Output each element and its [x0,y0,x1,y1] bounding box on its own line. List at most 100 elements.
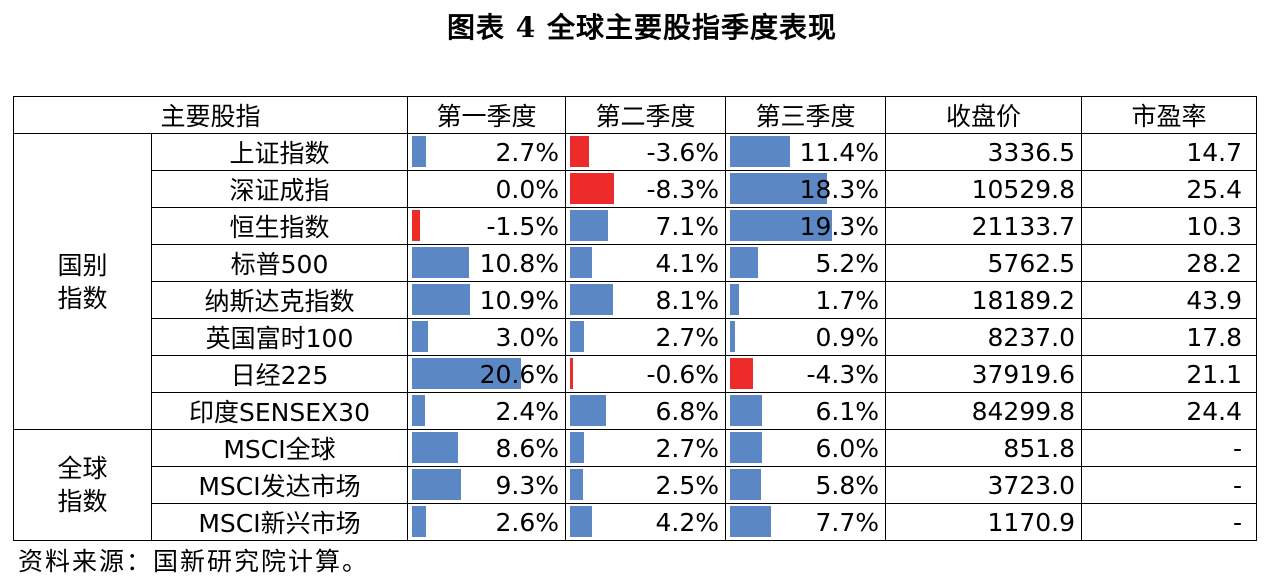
pe-value: 28.2 [1081,244,1257,282]
q1-cell: 8.6% [407,429,566,467]
q2-value: -8.3% [646,174,719,204]
negative-bar [570,136,590,167]
header-q3: 第三季度 [725,96,886,134]
q1-value: 10.8% [479,248,559,278]
close-value: 21133.7 [885,207,1082,245]
q2-cell: 6.8% [565,392,726,430]
close-value: 3336.5 [885,133,1082,171]
index-name: 标普500 [151,244,408,282]
q3-cell: 19.3% [725,207,886,245]
pe-value: - [1081,429,1257,467]
index-name: 英国富时100 [151,318,408,356]
pe-value: 43.9 [1081,281,1257,319]
q2-value: -0.6% [646,359,719,389]
q2-cell: 4.1% [565,244,726,282]
table-row: MSCI新兴市场 2.6% 4.2% 7.7% 1170.9- [14,503,1257,541]
q1-cell: 0.0% [407,170,566,208]
close-value: 84299.8 [885,392,1082,430]
index-name: 恒生指数 [151,207,408,245]
q1-cell: -1.5% [407,207,566,245]
table-row: 深证成指 0.0% -8.3% 18.3% 10529.8 25.4 [14,170,1257,208]
index-name: 日经225 [151,355,408,393]
group-label: 全球 指数 [13,429,152,541]
q3-value: 7.7% [815,507,879,537]
positive-bar [412,432,458,463]
q1-value: 9.3% [495,470,559,500]
table-row: 英国富时100 3.0% 2.7% 0.9% 8237.0 17.8 [14,318,1257,356]
index-name: MSCI全球 [151,429,408,467]
table-row: 标普500 10.8% 4.1% 5.2% 5762.5 28.2 [14,244,1257,282]
q1-cell: 10.8% [407,244,566,282]
q1-value: 20.6% [479,359,559,389]
positive-bar [412,321,428,352]
table-row: 全球 指数 MSCI全球 8.6% 2.7% 6.0% 851.8- [13,429,1257,541]
q2-cell: 8.1% [565,281,726,319]
pe-value: 25.4 [1081,170,1257,208]
close-value: 5762.5 [885,244,1082,282]
close-value: 851.8 [885,429,1082,467]
q3-cell: 11.4% [725,133,886,171]
q2-value: 4.2% [655,507,719,537]
positive-bar [730,247,758,278]
q3-value: 5.2% [815,248,879,278]
q3-value: 11.4% [799,137,879,167]
table-row: 日经225 20.6% -0.6% -4.3% 37919.6 21.1 [14,355,1257,393]
q3-cell: 6.1% [725,392,886,430]
header-row: 主要股指 第一季度 第二季度 第三季度 收盘价 市盈率 [13,96,1257,134]
q1-value: 10.9% [479,285,559,315]
pe-value: 24.4 [1081,392,1257,430]
close-value: 8237.0 [885,318,1082,356]
q2-cell: 4.2% [565,503,726,541]
q2-cell: 7.1% [565,207,726,245]
q1-cell: 10.9% [407,281,566,319]
q2-value: 2.7% [655,322,719,352]
close-value: 18189.2 [885,281,1082,319]
positive-bar [412,469,462,500]
q1-cell: 20.6% [407,355,566,393]
negative-bar [570,173,614,204]
positive-bar [412,395,425,426]
q2-cell: -0.6% [565,355,726,393]
positive-bar [730,210,833,241]
positive-bar [570,432,585,463]
q3-cell: -4.3% [725,355,886,393]
header-close: 收盘价 [885,96,1082,134]
positive-bar [730,136,791,167]
index-name: 印度SENSEX30 [151,392,408,430]
q3-cell: 1.7% [725,281,886,319]
q2-cell: 2.5% [565,466,726,504]
q3-value: 1.7% [815,285,879,315]
table-row: 国别 指数 上证指数 2.7% -3.6% 11.4% 3336.5 14.7 [13,133,1257,430]
positive-bar [412,358,522,389]
q3-cell: 18.3% [725,170,886,208]
positive-bar [570,321,585,352]
q1-value: 2.6% [495,507,559,537]
q2-cell: -8.3% [565,170,726,208]
index-name: 纳斯达克指数 [151,281,408,319]
q3-value: 19.3% [799,211,879,241]
positive-bar [570,469,584,500]
q1-cell: 2.4% [407,392,566,430]
q2-value: 8.1% [655,285,719,315]
q2-cell: 2.7% [565,318,726,356]
pe-value: - [1081,466,1257,504]
q3-cell: 6.0% [725,429,886,467]
q1-value: 8.6% [495,433,559,463]
positive-bar [412,247,470,278]
q3-value: 6.1% [815,396,879,426]
index-name: MSCI新兴市场 [151,503,408,541]
positive-bar [570,506,593,537]
pe-value: 10.3 [1081,207,1257,245]
q3-cell: 5.2% [725,244,886,282]
negative-bar [570,358,574,389]
index-name: 深证成指 [151,170,408,208]
positive-bar [730,173,827,204]
header-index: 主要股指 [13,96,408,134]
positive-bar [412,506,426,537]
q1-cell: 2.6% [407,503,566,541]
q2-value: 2.7% [655,433,719,463]
q1-value: 2.4% [495,396,559,426]
header-q2: 第二季度 [565,96,726,134]
table-row: 恒生指数 -1.5% 7.1% 19.3% 21133.7 10.3 [14,207,1257,245]
positive-bar [570,284,613,315]
